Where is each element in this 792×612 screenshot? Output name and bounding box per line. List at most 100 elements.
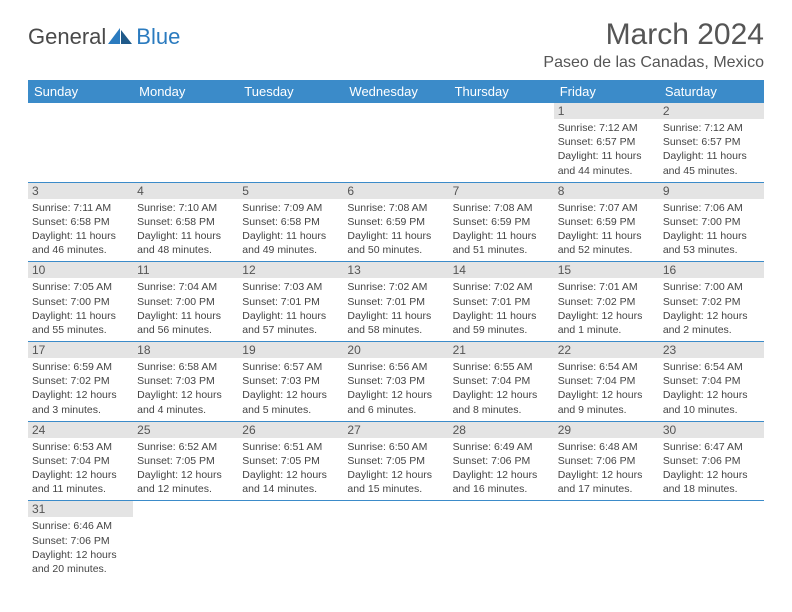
day-details: Sunrise: 6:58 AMSunset: 7:03 PMDaylight:… <box>137 360 234 417</box>
sunset-text: Sunset: 7:06 PM <box>558 454 655 468</box>
day-details: Sunrise: 7:03 AMSunset: 7:01 PMDaylight:… <box>242 280 339 337</box>
weekday-header: Sunday <box>28 80 133 103</box>
daylight-text: Daylight: 11 hours and 56 minutes. <box>137 309 234 337</box>
calendar-cell: 1Sunrise: 7:12 AMSunset: 6:57 PMDaylight… <box>554 103 659 182</box>
day-number: 26 <box>238 422 343 438</box>
daylight-text: Daylight: 12 hours and 20 minutes. <box>32 548 129 576</box>
sunrise-text: Sunrise: 7:09 AM <box>242 201 339 215</box>
sunset-text: Sunset: 6:58 PM <box>32 215 129 229</box>
calendar-cell: 26Sunrise: 6:51 AMSunset: 7:05 PMDayligh… <box>238 421 343 501</box>
day-number: 7 <box>449 183 554 199</box>
sunrise-text: Sunrise: 6:51 AM <box>242 440 339 454</box>
sunset-text: Sunset: 7:02 PM <box>558 295 655 309</box>
calendar-cell: 14Sunrise: 7:02 AMSunset: 7:01 PMDayligh… <box>449 262 554 342</box>
day-details: Sunrise: 6:54 AMSunset: 7:04 PMDaylight:… <box>663 360 760 417</box>
daylight-text: Daylight: 12 hours and 4 minutes. <box>137 388 234 416</box>
daylight-text: Daylight: 12 hours and 15 minutes. <box>347 468 444 496</box>
calendar-cell <box>28 103 133 182</box>
daylight-text: Daylight: 11 hours and 51 minutes. <box>453 229 550 257</box>
calendar-cell: 17Sunrise: 6:59 AMSunset: 7:02 PMDayligh… <box>28 342 133 422</box>
day-details: Sunrise: 7:11 AMSunset: 6:58 PMDaylight:… <box>32 201 129 258</box>
sunrise-text: Sunrise: 7:10 AM <box>137 201 234 215</box>
calendar-row: 10Sunrise: 7:05 AMSunset: 7:00 PMDayligh… <box>28 262 764 342</box>
calendar-row: 17Sunrise: 6:59 AMSunset: 7:02 PMDayligh… <box>28 342 764 422</box>
sunrise-text: Sunrise: 6:54 AM <box>663 360 760 374</box>
daylight-text: Daylight: 11 hours and 53 minutes. <box>663 229 760 257</box>
sunrise-text: Sunrise: 6:54 AM <box>558 360 655 374</box>
day-number: 15 <box>554 262 659 278</box>
day-details: Sunrise: 7:08 AMSunset: 6:59 PMDaylight:… <box>347 201 444 258</box>
day-number: 8 <box>554 183 659 199</box>
daylight-text: Daylight: 11 hours and 58 minutes. <box>347 309 444 337</box>
calendar-cell: 2Sunrise: 7:12 AMSunset: 6:57 PMDaylight… <box>659 103 764 182</box>
day-number: 28 <box>449 422 554 438</box>
sunset-text: Sunset: 7:03 PM <box>242 374 339 388</box>
day-details: Sunrise: 7:02 AMSunset: 7:01 PMDaylight:… <box>347 280 444 337</box>
sunrise-text: Sunrise: 7:12 AM <box>558 121 655 135</box>
day-details: Sunrise: 6:54 AMSunset: 7:04 PMDaylight:… <box>558 360 655 417</box>
sunrise-text: Sunrise: 7:01 AM <box>558 280 655 294</box>
sunrise-text: Sunrise: 6:48 AM <box>558 440 655 454</box>
day-details: Sunrise: 7:01 AMSunset: 7:02 PMDaylight:… <box>558 280 655 337</box>
daylight-text: Daylight: 11 hours and 52 minutes. <box>558 229 655 257</box>
calendar-cell: 27Sunrise: 6:50 AMSunset: 7:05 PMDayligh… <box>343 421 448 501</box>
day-details: Sunrise: 6:52 AMSunset: 7:05 PMDaylight:… <box>137 440 234 497</box>
calendar-table: Sunday Monday Tuesday Wednesday Thursday… <box>28 80 764 580</box>
daylight-text: Daylight: 12 hours and 9 minutes. <box>558 388 655 416</box>
sunset-text: Sunset: 6:59 PM <box>347 215 444 229</box>
weekday-header: Thursday <box>449 80 554 103</box>
daylight-text: Daylight: 12 hours and 2 minutes. <box>663 309 760 337</box>
daylight-text: Daylight: 12 hours and 10 minutes. <box>663 388 760 416</box>
sunset-text: Sunset: 7:01 PM <box>453 295 550 309</box>
day-number: 24 <box>28 422 133 438</box>
calendar-page: General Blue March 2024 Paseo de las Can… <box>0 0 792 598</box>
sunset-text: Sunset: 7:05 PM <box>137 454 234 468</box>
day-number: 13 <box>343 262 448 278</box>
calendar-cell: 11Sunrise: 7:04 AMSunset: 7:00 PMDayligh… <box>133 262 238 342</box>
sunset-text: Sunset: 7:01 PM <box>347 295 444 309</box>
logo-text-1: General <box>28 24 106 50</box>
daylight-text: Daylight: 12 hours and 1 minute. <box>558 309 655 337</box>
daylight-text: Daylight: 11 hours and 49 minutes. <box>242 229 339 257</box>
calendar-row: 31Sunrise: 6:46 AMSunset: 7:06 PMDayligh… <box>28 501 764 580</box>
sunrise-text: Sunrise: 6:56 AM <box>347 360 444 374</box>
calendar-cell: 30 Sunrise: 6:47 AMSunset: 7:06 PMDayligh… <box>659 421 764 501</box>
sunset-text: Sunset: 6:59 PM <box>558 215 655 229</box>
day-details: Sunrise: 7:10 AMSunset: 6:58 PMDaylight:… <box>137 201 234 258</box>
calendar-cell: 22 Sunrise: 6:54 AMSunset: 7:04 PMDayligh… <box>554 342 659 422</box>
sunrise-text: Sunrise: 6:47 AM <box>663 440 760 454</box>
daylight-text: Daylight: 11 hours and 50 minutes. <box>347 229 444 257</box>
daylight-text: Daylight: 12 hours and 17 minutes. <box>558 468 655 496</box>
day-number: 23 <box>659 342 764 358</box>
day-details: Sunrise: 7:06 AMSunset: 7:00 PMDaylight:… <box>663 201 760 258</box>
calendar-cell: 20Sunrise: 6:56 AMSunset: 7:03 PMDayligh… <box>343 342 448 422</box>
daylight-text: Daylight: 12 hours and 16 minutes. <box>453 468 550 496</box>
sunrise-text: Sunrise: 7:08 AM <box>453 201 550 215</box>
calendar-cell: 6 Sunrise: 7:08 AMSunset: 6:59 PMDaylight… <box>343 182 448 262</box>
calendar-cell: 9Sunrise: 7:06 AMSunset: 7:00 PMDaylight… <box>659 182 764 262</box>
sunrise-text: Sunrise: 6:49 AM <box>453 440 550 454</box>
day-number: 3 <box>28 183 133 199</box>
calendar-cell: 15 Sunrise: 7:01 AMSunset: 7:02 PMDayligh… <box>554 262 659 342</box>
day-details: Sunrise: 6:47 AMSunset: 7:06 PMDaylight:… <box>663 440 760 497</box>
day-details: Sunrise: 6:56 AMSunset: 7:03 PMDaylight:… <box>347 360 444 417</box>
daylight-text: Daylight: 12 hours and 8 minutes. <box>453 388 550 416</box>
sunrise-text: Sunrise: 6:59 AM <box>32 360 129 374</box>
daylight-text: Daylight: 12 hours and 5 minutes. <box>242 388 339 416</box>
sunset-text: Sunset: 7:06 PM <box>453 454 550 468</box>
day-details: Sunrise: 6:53 AMSunset: 7:04 PMDaylight:… <box>32 440 129 497</box>
sunrise-text: Sunrise: 7:07 AM <box>558 201 655 215</box>
day-number: 30 <box>659 422 764 438</box>
calendar-cell: 31Sunrise: 6:46 AMSunset: 7:06 PMDayligh… <box>28 501 133 580</box>
sunset-text: Sunset: 7:05 PM <box>347 454 444 468</box>
sunset-text: Sunset: 7:01 PM <box>242 295 339 309</box>
day-details: Sunrise: 6:57 AMSunset: 7:03 PMDaylight:… <box>242 360 339 417</box>
weekday-header: Wednesday <box>343 80 448 103</box>
day-number: 22 <box>554 342 659 358</box>
daylight-text: Daylight: 12 hours and 6 minutes. <box>347 388 444 416</box>
sunset-text: Sunset: 7:04 PM <box>663 374 760 388</box>
day-details: Sunrise: 6:55 AMSunset: 7:04 PMDaylight:… <box>453 360 550 417</box>
calendar-cell: 23 Sunrise: 6:54 AMSunset: 7:04 PMDayligh… <box>659 342 764 422</box>
sunset-text: Sunset: 7:02 PM <box>663 295 760 309</box>
day-number: 6 <box>343 183 448 199</box>
